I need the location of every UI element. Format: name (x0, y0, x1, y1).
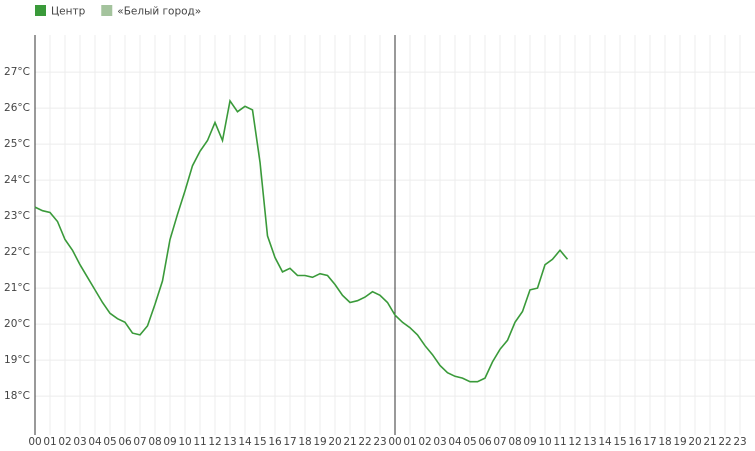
y-tick-label: 21°C (4, 282, 30, 294)
x-tick-label: 15 (253, 436, 266, 448)
x-tick-label: 20 (688, 436, 701, 448)
y-tick-label: 23°C (4, 210, 30, 222)
x-tick-label: 09 (523, 436, 536, 448)
y-tick-label: 19°C (4, 354, 30, 366)
x-tick-label: 01 (403, 436, 416, 448)
x-tick-label: 16 (268, 436, 282, 448)
x-tick-label: 05 (103, 436, 116, 448)
y-tick-label: 24°C (4, 174, 30, 186)
x-tick-label: 11 (553, 436, 566, 448)
y-tick-label: 25°C (4, 138, 30, 150)
x-tick-label: 06 (118, 436, 132, 448)
x-tick-label: 05 (463, 436, 476, 448)
x-tick-label: 14 (238, 436, 252, 448)
x-tick-label: 22 (358, 436, 371, 448)
x-tick-label: 21 (343, 436, 356, 448)
legend-swatch (35, 5, 46, 16)
legend-swatch (101, 5, 113, 16)
x-tick-label: 06 (478, 436, 492, 448)
x-tick-label: 12 (568, 436, 581, 448)
x-tick-label: 00 (28, 436, 41, 448)
x-tick-label: 04 (448, 436, 462, 448)
x-tick-label: 18 (298, 436, 311, 448)
x-tick-label: 23 (733, 436, 746, 448)
x-tick-label: 22 (718, 436, 731, 448)
legend-label: Центр (51, 6, 86, 18)
x-tick-label: 19 (313, 436, 326, 448)
x-tick-label: 13 (223, 436, 236, 448)
y-tick-label: 26°C (4, 102, 30, 114)
y-tick-label: 27°C (4, 66, 30, 78)
legend-label: «Белый город» (117, 6, 201, 18)
x-tick-label: 21 (703, 436, 716, 448)
x-tick-label: 00 (388, 436, 401, 448)
x-tick-label: 14 (598, 436, 612, 448)
x-tick-label: 07 (133, 436, 146, 448)
series-line (34, 98, 569, 383)
x-tick-label: 13 (583, 436, 596, 448)
x-tick-label: 23 (373, 436, 386, 448)
x-tick-label: 17 (283, 436, 296, 448)
y-tick-label: 18°C (4, 390, 30, 402)
x-tick-label: 02 (418, 436, 431, 448)
x-tick-label: 08 (508, 436, 521, 448)
x-tick-label: 19 (673, 436, 686, 448)
x-tick-label: 08 (148, 436, 161, 448)
x-tick-label: 02 (58, 436, 71, 448)
x-tick-label: 17 (643, 436, 656, 448)
x-tick-label: 01 (43, 436, 56, 448)
y-tick-label: 20°C (4, 318, 30, 330)
x-tick-label: 03 (73, 436, 86, 448)
y-tick-label: 22°C (4, 246, 30, 258)
x-tick-label: 07 (493, 436, 506, 448)
x-tick-label: 16 (628, 436, 642, 448)
x-tick-label: 09 (163, 436, 176, 448)
x-tick-label: 11 (193, 436, 206, 448)
x-tick-label: 10 (538, 436, 551, 448)
x-tick-label: 04 (88, 436, 102, 448)
x-tick-label: 10 (178, 436, 191, 448)
x-tick-label: 03 (433, 436, 446, 448)
x-tick-label: 12 (208, 436, 221, 448)
x-tick-label: 15 (613, 436, 626, 448)
x-tick-label: 18 (658, 436, 671, 448)
x-tick-label: 20 (328, 436, 341, 448)
